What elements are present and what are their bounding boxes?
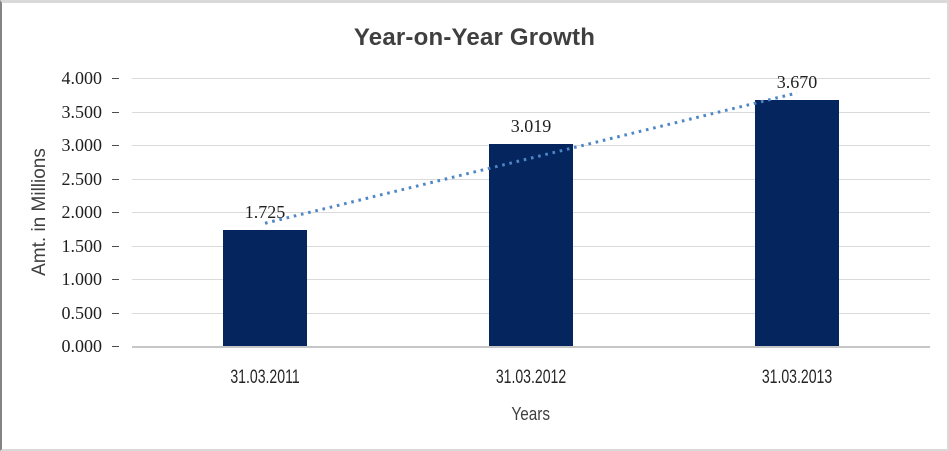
y-tick-label: 0.500 [61,302,103,323]
chart-title: Year-on-Year Growth [353,24,596,51]
y-axis-tick [112,346,119,347]
y-axis-tick [112,145,119,146]
bar-value-label: 3.670 [776,72,818,93]
x-axis-line [132,346,930,348]
y-tick-label: 2.000 [61,202,103,222]
gridline [132,78,930,79]
y-tick-label: 2.500 [61,168,103,189]
y-tick-label: 3.500 [61,101,103,122]
y-tick-label: 1.000 [61,269,103,289]
x-category-label: 31.03.2011 [230,367,300,388]
x-category-label: 31.03.2013 [761,367,833,388]
bar [223,230,307,346]
x-axis-title: Years [132,404,930,425]
y-tick-label: 0.000 [61,336,103,356]
x-category-label: 31.03.2012 [495,367,567,388]
bar-value-label: 3.019 [510,115,552,136]
y-axis-tick [112,279,119,280]
x-axis-title-text: Years [511,404,551,424]
bar [755,100,839,346]
bar [489,143,573,346]
y-axis-tick [112,111,119,113]
y-axis-tick [112,178,119,180]
y-tick-label: 1.500 [61,235,103,256]
y-axis-tick [112,212,119,213]
y-axis-tick [112,312,119,314]
y-axis-tick [112,78,119,79]
bar-value-label: 1.725 [244,202,286,223]
y-tick-label: 3.000 [61,135,103,155]
y-tick-label: 4.000 [61,68,103,88]
y-axis-tick [112,245,119,247]
